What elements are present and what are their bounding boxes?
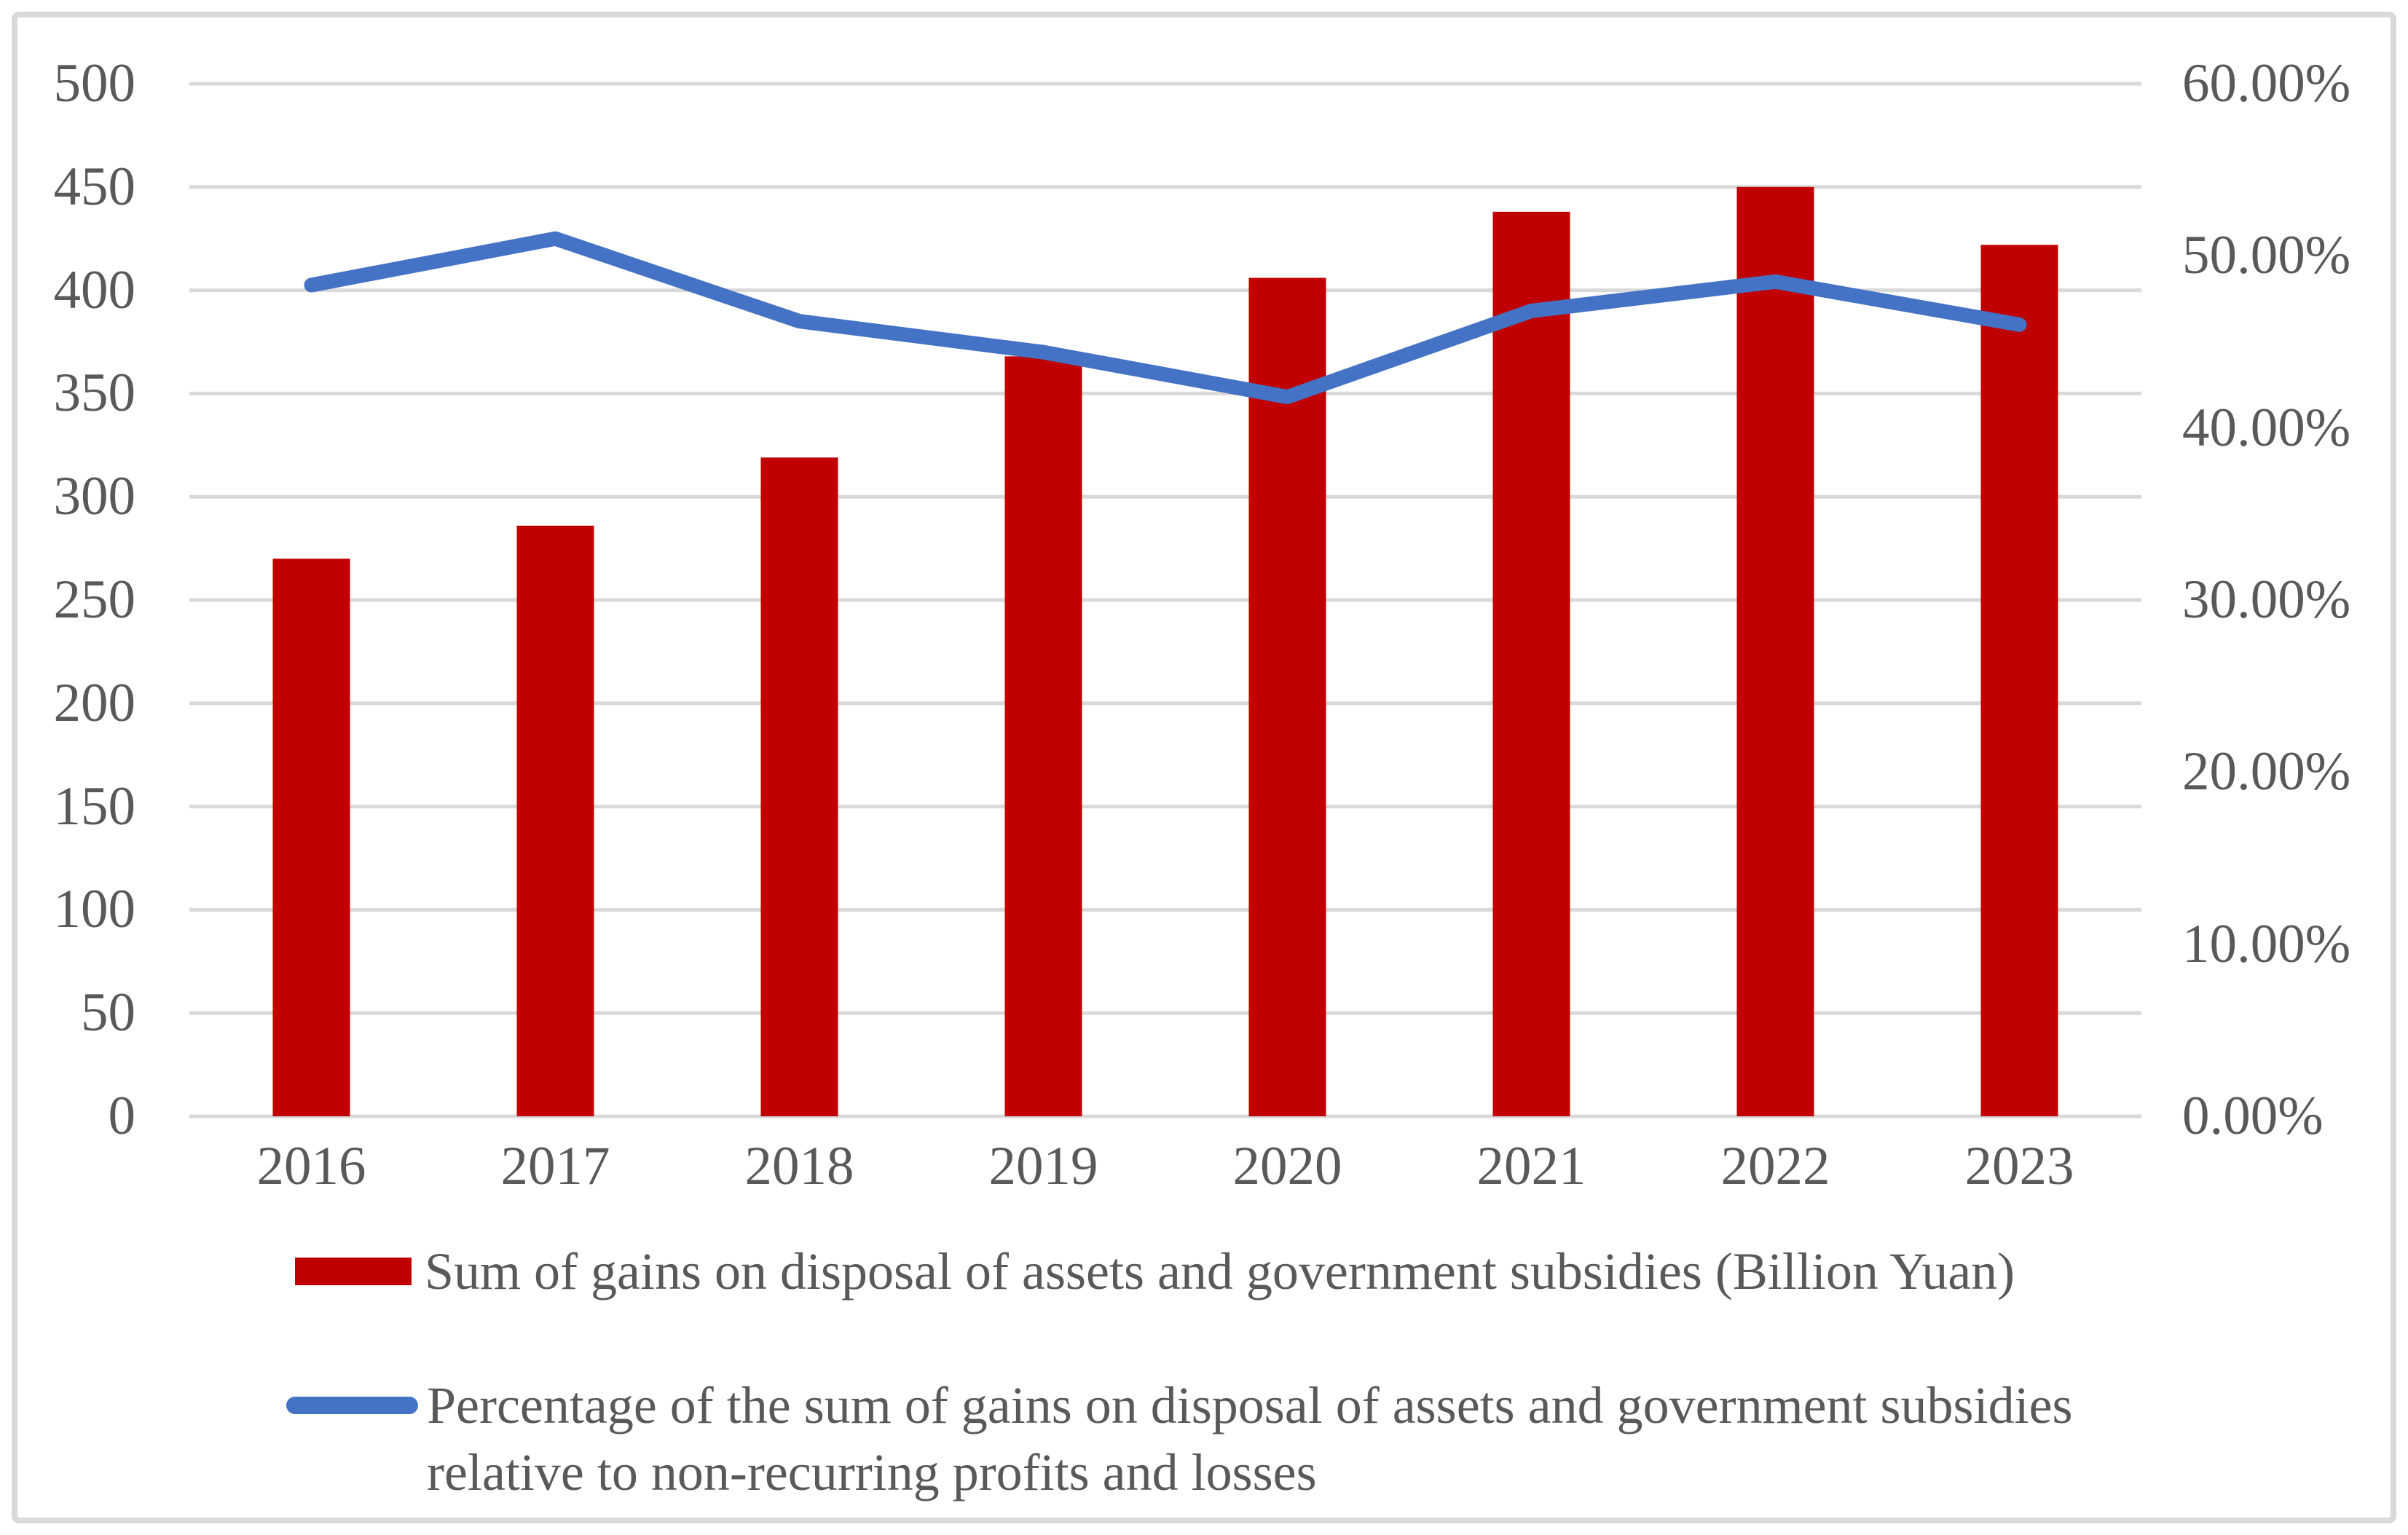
year-label-2016: 2016 [256, 1136, 366, 1196]
bar-2021 [1492, 211, 1570, 1116]
bar-2018 [760, 457, 838, 1116]
right-tick-50.00%: 50.00% [2182, 225, 2351, 286]
left-tick-150: 150 [53, 776, 136, 837]
legend-item-bar: Sum of gains on disposal of assets and g… [295, 1238, 2015, 1305]
year-label-2018: 2018 [744, 1136, 854, 1196]
bar-2017 [516, 525, 594, 1116]
year-label-2021: 2021 [1476, 1136, 1586, 1196]
year-label-2022: 2022 [1720, 1136, 1830, 1196]
right-tick-30.00%: 30.00% [2182, 569, 2351, 630]
bar-2022 [1736, 186, 1814, 1116]
right-tick-20.00%: 20.00% [2182, 741, 2351, 802]
year-label-2017: 2017 [500, 1136, 610, 1196]
left-tick-400: 400 [53, 259, 136, 320]
bar-series-swatch [295, 1258, 412, 1285]
legend-item-line: Percentage of the sum of gains on dispos… [286, 1372, 2204, 1506]
left-tick-50: 50 [81, 982, 135, 1043]
left-tick-200: 200 [53, 672, 136, 733]
left-tick-500: 500 [53, 53, 136, 114]
right-tick-60.00%: 60.00% [2182, 53, 2351, 114]
line-series-swatch [286, 1397, 418, 1414]
bar-series-label: Sum of gains on disposal of assets and g… [425, 1242, 2015, 1301]
chart-border [12, 12, 2396, 1523]
left-tick-0: 0 [108, 1086, 136, 1146]
right-tick-0.00%: 0.00% [2182, 1086, 2324, 1146]
left-tick-350: 350 [53, 363, 136, 424]
bar-2020 [1248, 277, 1326, 1117]
left-tick-100: 100 [53, 879, 136, 940]
left-tick-250: 250 [53, 569, 136, 630]
bar-2016 [272, 559, 350, 1116]
year-label-2019: 2019 [988, 1136, 1098, 1196]
year-label-2023: 2023 [1964, 1136, 2074, 1196]
left-tick-450: 450 [53, 156, 136, 217]
left-tick-300: 300 [53, 466, 136, 527]
percentage-line [304, 231, 2027, 405]
bar-2019 [1004, 356, 1082, 1116]
right-tick-10.00%: 10.00% [2182, 913, 2351, 974]
line-series-label: Percentage of the sum of gains on dispos… [427, 1376, 2073, 1502]
bar-2023 [1980, 245, 2058, 1116]
right-tick-40.00%: 40.00% [2182, 397, 2351, 458]
year-label-2020: 2020 [1232, 1136, 1342, 1196]
